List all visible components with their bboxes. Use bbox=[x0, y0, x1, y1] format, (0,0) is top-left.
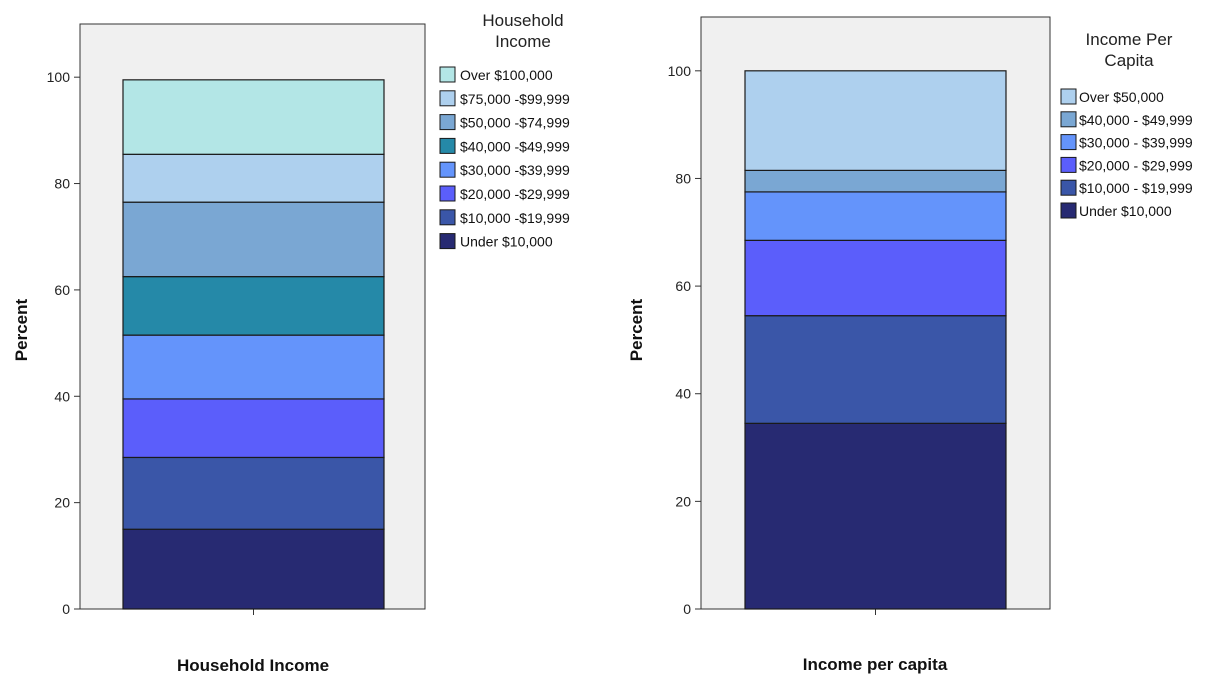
legend-entry: Over $100,000 bbox=[460, 67, 553, 83]
legend-swatch bbox=[439, 90, 456, 107]
legend-entry: $20,000 - $29,999 bbox=[1079, 157, 1193, 173]
legend-swatch bbox=[1060, 202, 1077, 219]
legend-swatch bbox=[439, 161, 456, 178]
bar-segment bbox=[122, 528, 385, 610]
legend-swatch bbox=[439, 137, 456, 154]
bar-segment bbox=[744, 422, 1007, 610]
y-tick-label: 40 bbox=[54, 388, 70, 404]
x-axis-title: Income per capita bbox=[803, 655, 948, 674]
y-tick-label: 100 bbox=[668, 63, 692, 79]
bar-segment bbox=[744, 191, 1007, 241]
legend-swatch bbox=[439, 114, 456, 131]
y-tick-label: 80 bbox=[54, 176, 70, 192]
legend-entry: $40,000 -$49,999 bbox=[460, 138, 570, 154]
legend-title: Income Per Capita bbox=[1086, 30, 1173, 70]
x-axis-title: Household Income bbox=[177, 656, 329, 675]
y-tick-label: 20 bbox=[54, 495, 70, 511]
legend: Household Income Over $100,000 $75,000 -$99… bbox=[439, 11, 570, 250]
legend-entry: $30,000 - $39,999 bbox=[1079, 135, 1193, 151]
bar-segment bbox=[122, 153, 385, 203]
legend-swatch bbox=[439, 66, 456, 83]
legend-swatch bbox=[1060, 156, 1077, 173]
bar-segment bbox=[744, 315, 1007, 424]
bar-segment bbox=[122, 79, 385, 155]
y-tick-label: 60 bbox=[54, 282, 70, 298]
bar-segment bbox=[122, 456, 385, 530]
legend-swatch bbox=[1060, 111, 1077, 128]
bar-segment bbox=[122, 201, 385, 278]
y-tick-label: 0 bbox=[683, 601, 691, 617]
y-tick-label: 80 bbox=[675, 170, 691, 186]
legend-entry: $50,000 -$74,999 bbox=[460, 115, 570, 131]
legend-entry: $20,000 -$29,999 bbox=[460, 186, 570, 202]
y-tick-label: 0 bbox=[62, 601, 70, 617]
y-tick-label: 100 bbox=[47, 69, 71, 85]
bar-segment bbox=[122, 334, 385, 400]
legend-swatch bbox=[1060, 88, 1077, 105]
y-tick-label: 40 bbox=[675, 386, 691, 402]
legend-swatch bbox=[439, 233, 456, 250]
chart-2: 0 20 40 60 80 100 Income per capita Percent Inco… bbox=[627, 16, 1193, 674]
legend-entry: Over $50,000 bbox=[1079, 89, 1164, 105]
legend-swatch bbox=[439, 185, 456, 202]
legend-swatch bbox=[1060, 179, 1077, 196]
legend-entry: $40,000 - $49,999 bbox=[1079, 112, 1193, 128]
bar-segment bbox=[744, 169, 1007, 193]
legend-title: Household Income bbox=[482, 11, 563, 51]
legend-entry: $10,000 -$19,999 bbox=[460, 210, 570, 226]
bar-segment bbox=[744, 239, 1007, 317]
legend-swatch bbox=[1060, 134, 1077, 151]
legend-entry: $75,000 -$99,999 bbox=[460, 91, 570, 107]
bar-segment bbox=[744, 70, 1007, 171]
y-tick-label: 20 bbox=[675, 493, 691, 509]
legend-entry: Under $10,000 bbox=[460, 234, 553, 250]
bar-segment bbox=[122, 398, 385, 459]
legend: Income Per Capita Over $50,000 $40,000 - $4… bbox=[1060, 30, 1193, 219]
legend-entry: Under $10,000 bbox=[1079, 203, 1172, 219]
legend-swatch bbox=[439, 209, 456, 226]
chart-1: 0 20 40 60 80 100 Household Income Percent House… bbox=[12, 11, 570, 675]
y-axis-title: Percent bbox=[627, 298, 646, 361]
legend-entry: $10,000 - $19,999 bbox=[1079, 180, 1193, 196]
legend-entry: $30,000 -$39,999 bbox=[460, 162, 570, 178]
y-tick-label: 60 bbox=[675, 278, 691, 294]
y-axis-title: Percent bbox=[12, 298, 31, 361]
bar-segment bbox=[122, 276, 385, 336]
